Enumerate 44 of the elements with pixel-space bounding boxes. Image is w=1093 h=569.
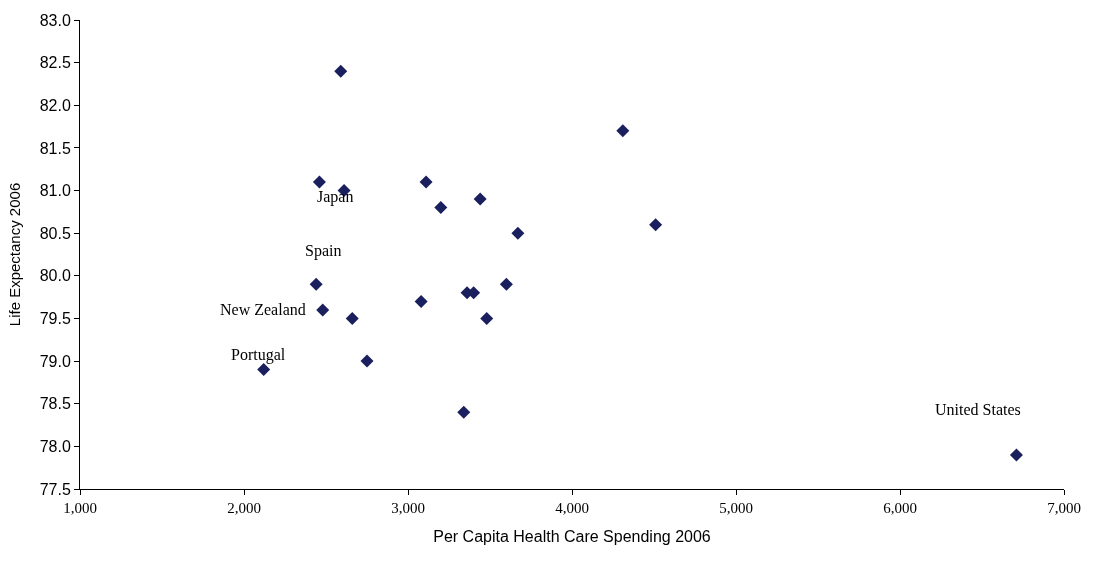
point <box>1009 448 1023 462</box>
point <box>414 294 428 308</box>
point <box>334 64 348 78</box>
y-tick-label: 80.0 <box>39 267 71 285</box>
point <box>312 175 326 189</box>
point <box>360 354 374 368</box>
y-tick-label: 81.0 <box>39 182 71 200</box>
x-tick-label: 6,000 <box>883 500 917 516</box>
x-tick-label: 4,000 <box>555 500 589 516</box>
x-tick-label: 2,000 <box>227 500 261 516</box>
y-tick-label: 79.5 <box>39 310 71 328</box>
point <box>316 303 330 317</box>
y-tick-label: 77.5 <box>39 480 71 498</box>
point <box>499 277 513 291</box>
y-tick-label: 82.0 <box>39 96 71 114</box>
annotation: United States <box>935 401 1021 418</box>
point <box>434 201 448 215</box>
point <box>649 218 663 232</box>
y-tick-label: 81.5 <box>39 139 71 157</box>
annotation: New Zealand <box>220 301 306 318</box>
point <box>480 311 494 325</box>
point <box>511 226 525 240</box>
point <box>616 124 630 138</box>
y-axis-title: Life Expectancy 2006 <box>5 182 23 327</box>
point <box>473 192 487 206</box>
y-tick-label: 78.0 <box>39 437 71 455</box>
y-tick-label: 82.5 <box>39 54 71 72</box>
point <box>257 363 271 377</box>
annotation: Portugal <box>231 346 286 364</box>
annotation: Japan <box>317 188 354 206</box>
x-tick-label: 5,000 <box>719 500 753 516</box>
point <box>309 277 323 291</box>
point <box>457 405 471 419</box>
point <box>419 175 433 189</box>
y-tick-label: 80.5 <box>39 224 71 242</box>
x-tick-label: 7,000 <box>1047 500 1081 516</box>
y-tick-label: 83.0 <box>39 11 71 29</box>
annotation: Spain <box>305 242 342 260</box>
x-tick-label: 3,000 <box>391 500 425 516</box>
point <box>345 311 359 325</box>
x-tick-label: 1,000 <box>63 500 97 516</box>
y-tick-label: 79.0 <box>39 352 71 370</box>
y-tick-label: 78.5 <box>39 395 71 413</box>
x-axis-title: Per Capita Health Care Spending 2006 <box>433 527 711 545</box>
